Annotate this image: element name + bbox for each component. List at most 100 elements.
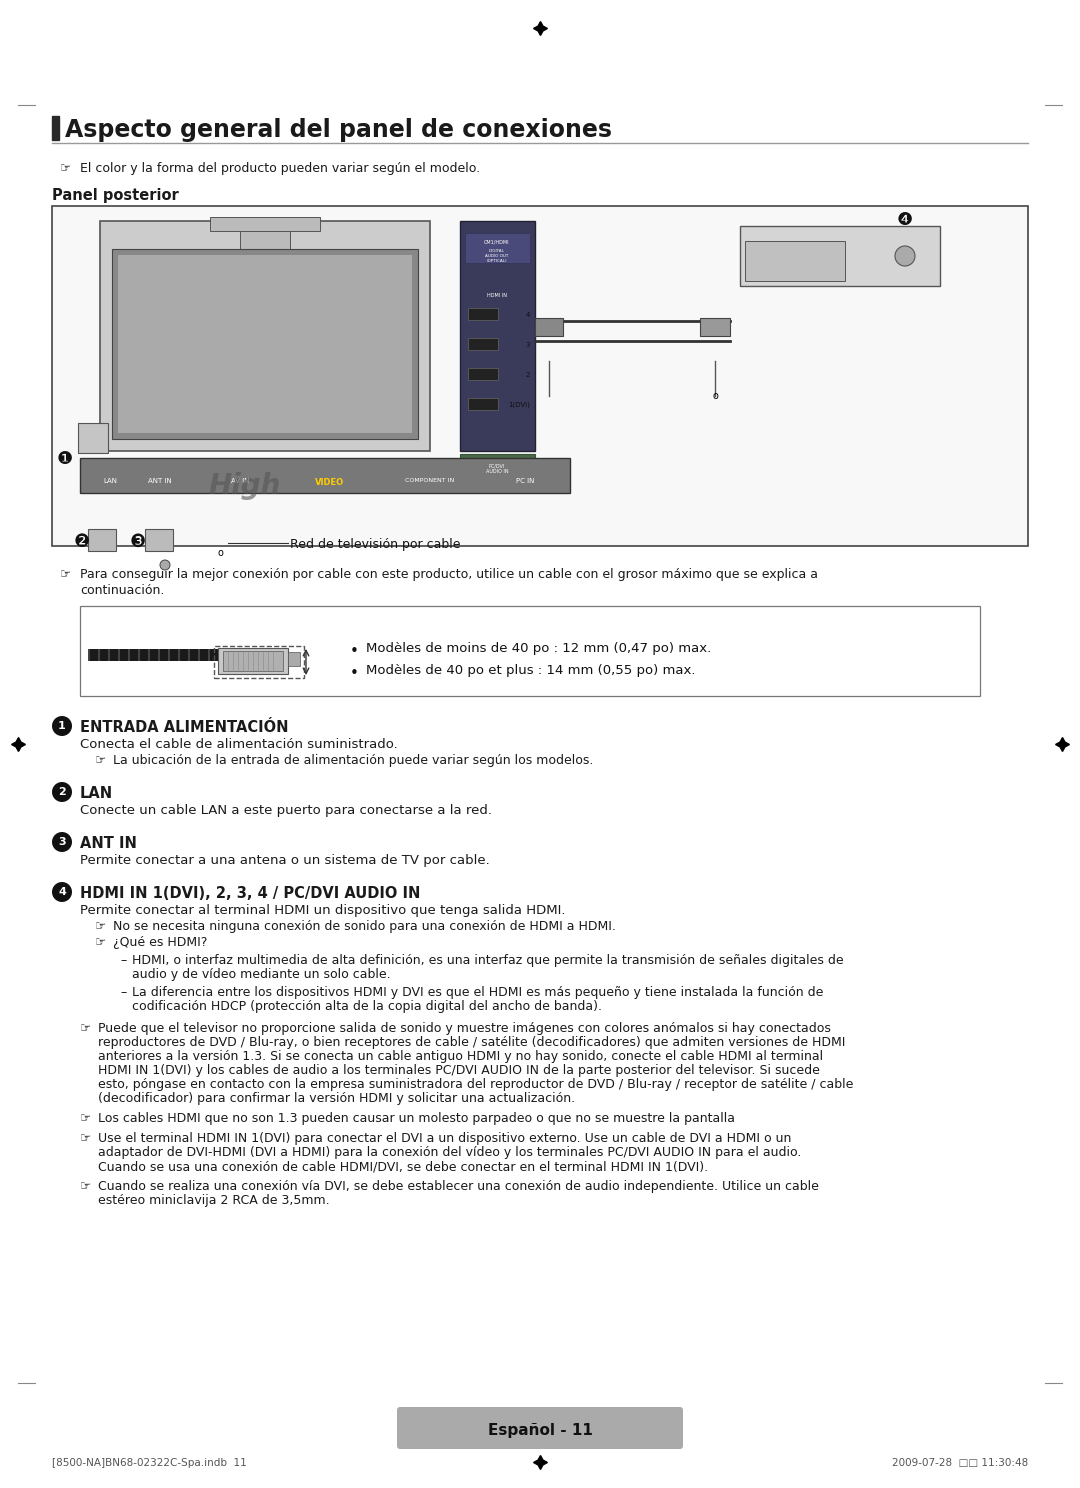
Text: ❸: ❸ — [130, 533, 146, 551]
Text: ANT IN: ANT IN — [148, 478, 172, 484]
Circle shape — [52, 882, 72, 902]
Text: LAN: LAN — [103, 478, 117, 484]
Bar — [240, 231, 291, 248]
Text: HDMI IN 1(DVI) y los cables de audio a los terminales PC/DVI AUDIO IN de la part: HDMI IN 1(DVI) y los cables de audio a l… — [98, 1064, 820, 1077]
Bar — [214, 646, 303, 679]
Bar — [98, 649, 100, 661]
Text: Conecte un cable LAN a este puerto para conectarse a la red.: Conecte un cable LAN a este puerto para … — [80, 804, 492, 817]
Bar — [129, 649, 130, 661]
Text: •: • — [350, 644, 359, 659]
Bar — [80, 606, 980, 696]
Text: –: – — [120, 987, 126, 998]
Bar — [112, 248, 418, 439]
Text: reproductores de DVD / Blu-ray, o bien receptores de cable / satélite (decodific: reproductores de DVD / Blu-ray, o bien r… — [98, 1036, 846, 1049]
Text: ❷: ❷ — [73, 533, 90, 551]
Text: High: High — [208, 472, 281, 500]
Text: ❶: ❶ — [57, 449, 73, 469]
Text: ☞: ☞ — [95, 754, 106, 766]
Text: ☞: ☞ — [80, 1132, 91, 1144]
Circle shape — [895, 246, 915, 266]
Text: El color y la forma del producto pueden variar según el modelo.: El color y la forma del producto pueden … — [80, 162, 481, 176]
Text: o: o — [712, 391, 718, 400]
Text: ☞: ☞ — [80, 1022, 91, 1036]
Bar — [87, 649, 90, 661]
Text: 2: 2 — [526, 372, 530, 378]
Text: esto, póngase en contacto con la empresa suministradora del reproductor de DVD /: esto, póngase en contacto con la empresa… — [98, 1077, 853, 1091]
Text: •: • — [350, 667, 359, 682]
Text: ☞: ☞ — [80, 1180, 91, 1193]
Bar — [198, 649, 200, 661]
Text: VIDEO: VIDEO — [315, 478, 345, 487]
Text: PC/DVI
AUDIO IN: PC/DVI AUDIO IN — [486, 463, 509, 473]
Bar — [745, 241, 845, 281]
Bar — [468, 308, 498, 320]
Text: Permite conectar al terminal HDMI un dispositivo que tenga salida HDMI.: Permite conectar al terminal HDMI un dis… — [80, 905, 566, 917]
Text: ¿Qué es HDMI?: ¿Qué es HDMI? — [113, 936, 207, 949]
Text: Puede que el televisor no proporcione salida de sonido y muestre imágenes con co: Puede que el televisor no proporcione sa… — [98, 1022, 831, 1036]
Text: 3: 3 — [526, 342, 530, 348]
Text: adaptador de DVI-HDMI (DVI a HDMI) para la conexión del vídeo y los terminales P: adaptador de DVI-HDMI (DVI a HDMI) para … — [98, 1146, 801, 1159]
Text: Modèles de 40 po et plus : 14 mm (0,55 po) max.: Modèles de 40 po et plus : 14 mm (0,55 p… — [366, 664, 696, 677]
Bar — [460, 454, 535, 476]
Bar — [468, 368, 498, 379]
Bar — [700, 318, 730, 336]
Text: Conecta el cable de alimentación suministrado.: Conecta el cable de alimentación suminis… — [80, 738, 397, 751]
Text: 3: 3 — [58, 836, 66, 847]
Bar — [87, 530, 116, 551]
Text: HDMI IN 1(DVI), 2, 3, 4 / PC/DVI AUDIO IN: HDMI IN 1(DVI), 2, 3, 4 / PC/DVI AUDIO I… — [80, 885, 420, 902]
Text: ENTRADA ALIMENTACIÓN: ENTRADA ALIMENTACIÓN — [80, 720, 288, 735]
Text: Cuando se realiza una conexión vía DVI, se debe establecer una conexión de audio: Cuando se realiza una conexión vía DVI, … — [98, 1180, 819, 1193]
Text: Aspecto general del panel de conexiones: Aspecto general del panel de conexiones — [65, 118, 612, 141]
Text: CM1/HDMI: CM1/HDMI — [484, 240, 510, 244]
Bar — [168, 649, 170, 661]
Bar — [158, 649, 160, 661]
Text: continuación.: continuación. — [80, 583, 164, 597]
Text: 2: 2 — [58, 787, 66, 798]
Text: Cuando se usa una conexión de cable HDMI/DVI, se debe conectar en el terminal HD: Cuando se usa una conexión de cable HDMI… — [98, 1161, 708, 1173]
Text: 1: 1 — [58, 722, 66, 731]
Text: 1(DVI): 1(DVI) — [508, 402, 530, 408]
Text: Para conseguir la mejor conexión por cable con este producto, utilice un cable c: Para conseguir la mejor conexión por cab… — [80, 568, 818, 580]
Bar — [208, 649, 210, 661]
Circle shape — [160, 559, 170, 570]
Bar — [178, 649, 180, 661]
Text: La diferencia entre los dispositivos HDMI y DVI es que el HDMI es más pequeño y : La diferencia entre los dispositivos HDM… — [132, 987, 823, 998]
Bar — [535, 318, 563, 336]
Text: –: – — [120, 954, 126, 967]
Text: 2009-07-28  □□ 11:30:48: 2009-07-28 □□ 11:30:48 — [892, 1458, 1028, 1469]
Bar — [138, 649, 140, 661]
Bar — [118, 254, 411, 433]
Text: PC IN: PC IN — [516, 478, 535, 484]
Text: No se necesita ninguna conexión de sonido para una conexión de HDMI a HDMI.: No se necesita ninguna conexión de sonid… — [113, 920, 616, 933]
Circle shape — [52, 832, 72, 853]
Bar — [222, 652, 283, 671]
Text: (decodificador) para confirmar la versión HDMI y solicitar una actualización.: (decodificador) para confirmar la versió… — [98, 1092, 576, 1106]
Bar — [465, 234, 530, 263]
Bar — [87, 649, 218, 661]
Circle shape — [52, 716, 72, 737]
Text: ☞: ☞ — [60, 568, 71, 580]
Text: HDMI IN: HDMI IN — [487, 293, 507, 298]
Bar — [288, 652, 300, 667]
Bar — [80, 458, 570, 493]
Text: Los cables HDMI que no son 1.3 pueden causar un molesto parpadeo o que no se mue: Los cables HDMI que no son 1.3 pueden ca… — [98, 1112, 735, 1125]
Text: estéreo miniclavija 2 RCA de 3,5mm.: estéreo miniclavija 2 RCA de 3,5mm. — [98, 1193, 329, 1207]
Bar — [145, 530, 173, 551]
Text: ☞: ☞ — [60, 162, 71, 176]
Bar — [78, 423, 108, 452]
Text: LAN: LAN — [80, 786, 113, 801]
Text: [8500-NA]BN68-02322C-Spa.indb  11: [8500-NA]BN68-02322C-Spa.indb 11 — [52, 1458, 246, 1469]
Text: ☞: ☞ — [95, 920, 106, 933]
Text: ☞: ☞ — [80, 1112, 91, 1125]
Text: ❹: ❹ — [896, 211, 913, 229]
Bar — [148, 649, 150, 661]
Bar — [100, 222, 430, 451]
Bar — [108, 649, 110, 661]
Bar — [52, 116, 59, 140]
Text: o: o — [217, 548, 222, 558]
FancyBboxPatch shape — [397, 1408, 683, 1449]
Text: HDMI, o interfaz multimedia de alta definición, es una interfaz que permite la t: HDMI, o interfaz multimedia de alta defi… — [132, 954, 843, 967]
Text: La ubicación de la entrada de alimentación puede variar según los modelos.: La ubicación de la entrada de alimentaci… — [113, 754, 593, 766]
Bar — [468, 338, 498, 350]
Text: codificación HDCP (protección alta de la copia digital del ancho de banda).: codificación HDCP (protección alta de la… — [132, 1000, 602, 1013]
